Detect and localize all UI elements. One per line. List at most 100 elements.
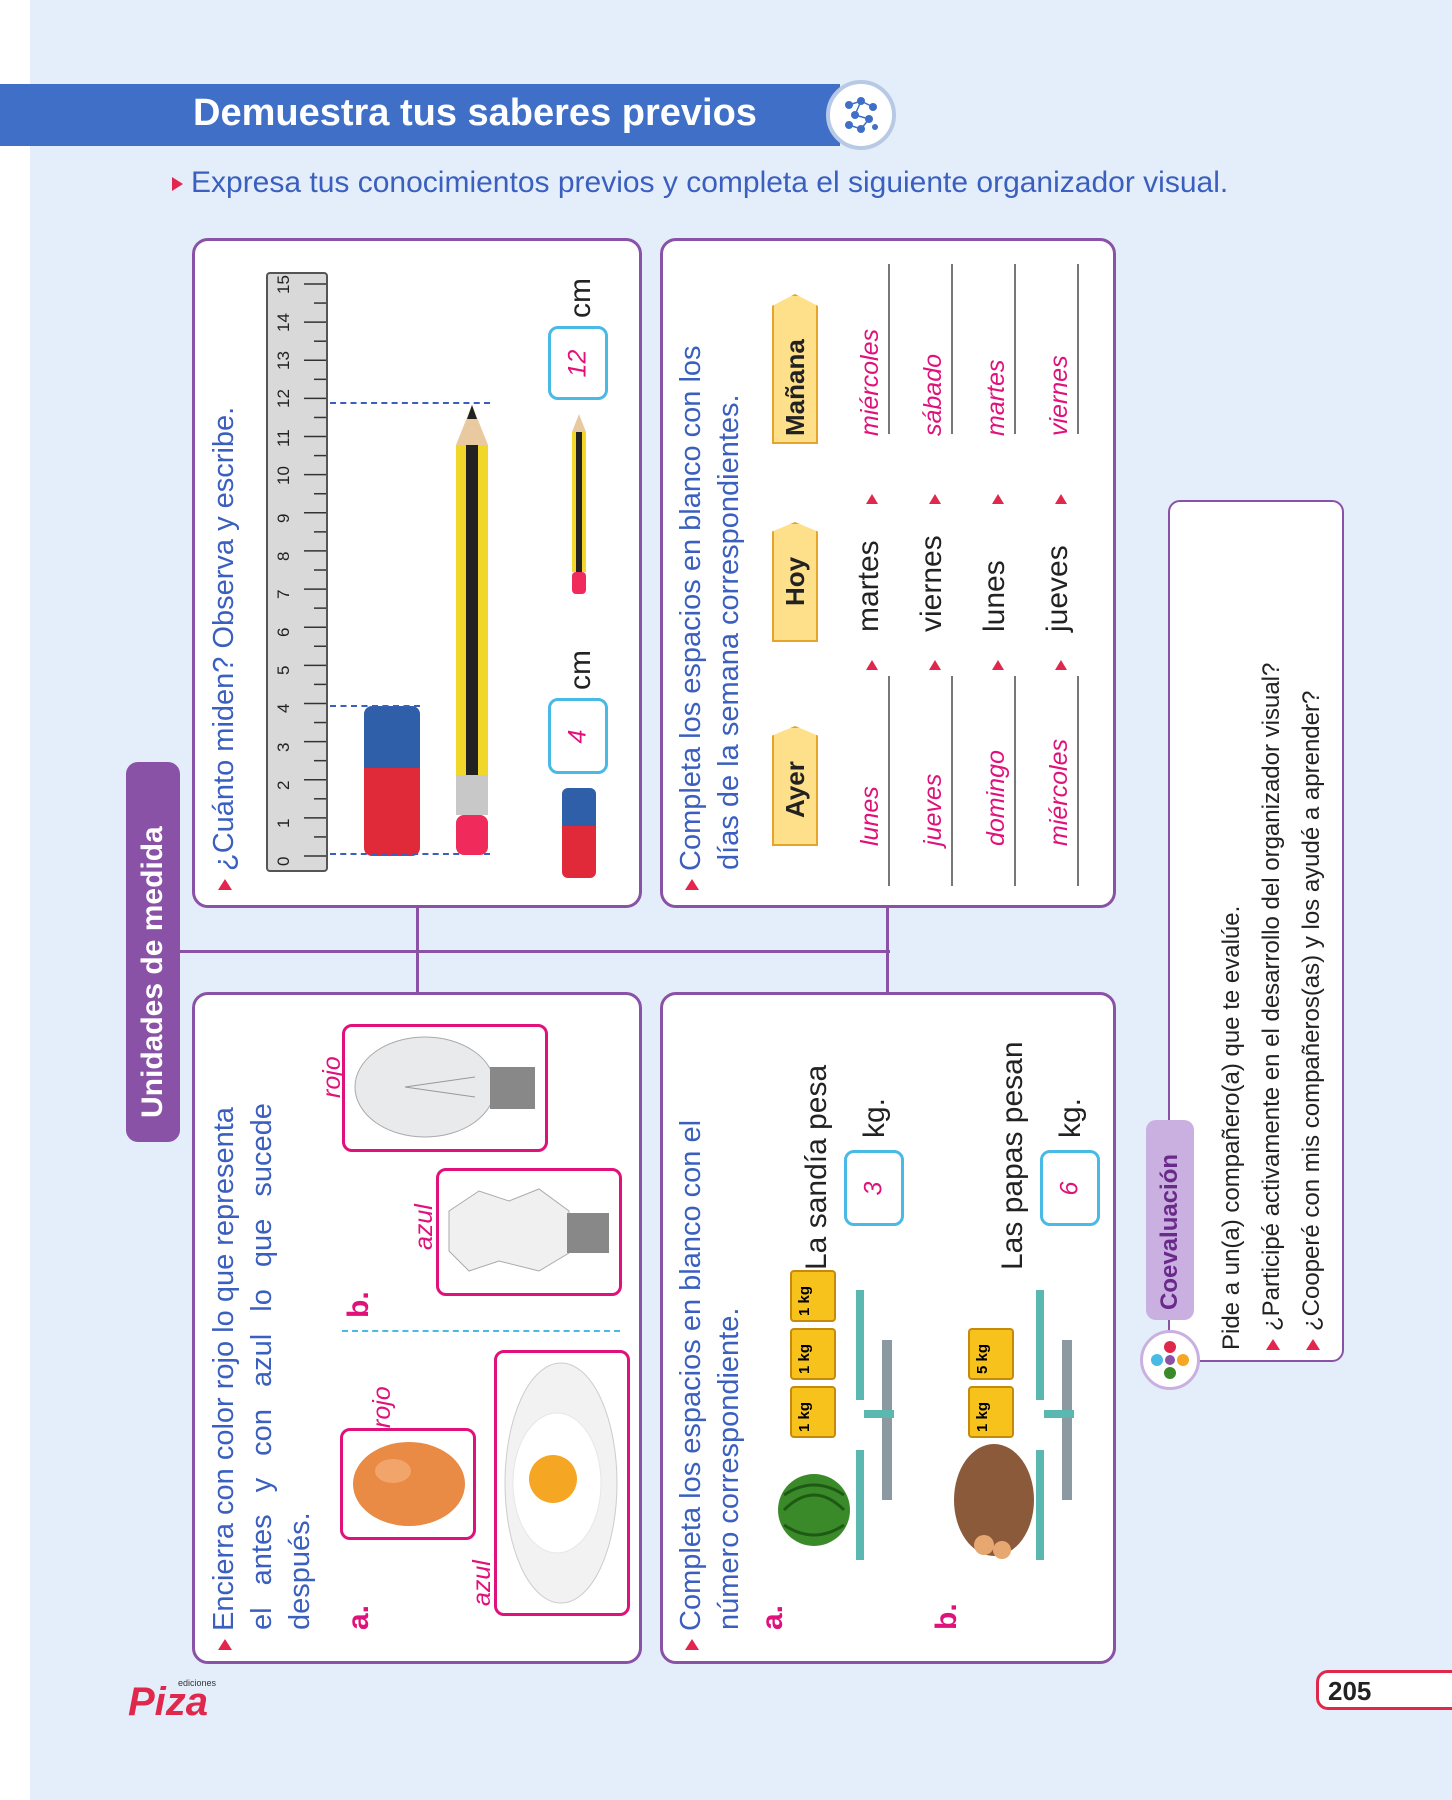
kg-weight: 1 kg [968,1386,1014,1438]
bulb-frame[interactable] [342,1024,548,1152]
page-title: Demuestra tus saberes previos [193,92,757,134]
egg-frame[interactable] [340,1428,476,1540]
kg-weight-label: 1 kg [796,1401,813,1432]
central-topic-badge [126,762,180,1142]
day-hoy: martes [852,540,885,632]
coevaluation-line2: ¿Participé activamente en el desarrollo … [1252,663,1292,1350]
ruler-tick-label: 6 [274,627,293,638]
coevaluation-questions: Pide a un(a) compañero(a) que te evalúe.… [1212,663,1332,1350]
connector-right [886,905,889,995]
arrow-up-icon [992,494,1004,504]
coevaluation-line3: ¿Cooperé con mis compañeros(as) y los ay… [1292,663,1332,1350]
dash-pencil [330,402,490,404]
eraser-unit: cm [564,650,597,690]
weights-b-answer-box[interactable]: 6 [1040,1150,1100,1226]
tag-ayer [772,726,818,846]
pencil-unit: cm [564,278,597,318]
tag-hoy [772,522,818,642]
write-line [1014,676,1016,886]
broken-bulb-frame[interactable] [436,1168,622,1296]
arrow-up-icon [866,660,878,670]
day-manana: miércoles [856,329,884,436]
ruler-tick-label: 12 [274,389,293,409]
page-margin [0,0,30,1800]
brand-logo: Piza [128,1680,209,1724]
kg-weight: 1 kg [790,1270,836,1322]
weights-b-text: Las papas pesan [996,1041,1029,1270]
item-a-label: a. [342,1604,375,1630]
day-ayer: miércoles [1045,739,1073,846]
small-eraser-image [562,788,596,878]
kg-weight: 5 kg [968,1328,1014,1380]
arrow-up-icon [1055,494,1067,504]
coevaluation-line1: Pide a un(a) compañero(a) que te evalúe. [1218,905,1245,1350]
people-group-icon [1140,1330,1200,1390]
day-ayer: domingo [982,750,1010,846]
write-line [951,676,953,886]
weights-a-answer-box[interactable]: 3 [844,1150,904,1226]
day-manana: viernes [1045,355,1073,436]
weights-item-a: a. [756,1604,789,1630]
page-number-box [1316,1670,1452,1710]
weights-a-unit: kg. [858,1097,891,1138]
write-line [1014,264,1016,434]
coevaluation-panel [1168,500,1344,1362]
sequence-divider [342,1330,620,1332]
arrow-up-icon [929,660,941,670]
ruler [266,272,328,872]
item-b-label: b. [342,1291,375,1318]
arrow-up-icon [1055,660,1067,670]
eraser-answer-box[interactable]: 4 [548,698,608,774]
day-hoy: lunes [978,560,1011,632]
instruction-label: Expresa tus conocimientos previos y comp… [191,166,1229,199]
ruler-tick-label: 7 [274,589,293,600]
page-number: 205 [1328,1676,1372,1706]
kg-weight: 1 kg [790,1386,836,1438]
write-line [1077,264,1079,434]
network-icon [826,80,896,150]
ruler-tick-label: 2 [274,780,293,790]
write-line [951,264,953,434]
sequence-question: Encierra con color rojo lo que represent… [205,1103,319,1650]
ruler-tick-label: 8 [274,551,293,561]
connector-horizontal [180,950,890,953]
days-question: Completa los espacios en blanco con los d… [672,345,748,890]
label-ayer: Ayer [780,761,810,818]
bullet-triangle-icon [172,177,183,192]
egg-label: rojo [368,1386,396,1428]
kg-weight: 1 kg [790,1328,836,1380]
eraser-image [364,706,420,856]
ruler-tick-label: 4 [274,703,293,714]
ruler-tick-label: 9 [274,513,293,523]
day-manana: martes [982,359,1010,436]
coevaluation-title: Coevaluación [1156,1153,1183,1310]
kg-weight-label: 1 kg [796,1285,813,1316]
small-pencil-image [570,414,588,594]
bulb-label: rojo [318,1056,346,1098]
arrow-up-icon [929,494,941,504]
write-line [1077,676,1079,886]
brand-small: ediciones [178,1678,217,1688]
day-hoy: jueves [1041,545,1074,632]
kg-weight-label: 5 kg [974,1343,991,1374]
ruler-tick-label: 14 [274,313,293,333]
dash-eraser [330,705,420,707]
arrow-up-icon [866,494,878,504]
weights-question: Completa los espacios en blanco con el nú… [672,1120,748,1650]
coevaluation-tag [1146,1120,1194,1320]
ruler-tick-label: 3 [274,742,293,752]
connector-left [416,905,419,995]
day-manana: sábado [919,353,947,436]
ruler-tick-label: 10 [274,465,293,485]
pencil-image [452,405,492,855]
tag-manana [772,294,818,444]
weights-b-unit: kg. [1054,1097,1087,1138]
fried-egg-frame[interactable] [494,1350,630,1616]
day-hoy: viernes [915,535,948,632]
day-ayer: jueves [919,773,947,846]
fried-egg-label: azul [468,1560,496,1606]
weights-a-text: La sandía pesa [800,1064,833,1270]
ruler-tick-label: 13 [274,351,293,371]
kg-weight-label: 1 kg [974,1401,991,1432]
pencil-answer-box[interactable]: 12 [548,326,608,400]
